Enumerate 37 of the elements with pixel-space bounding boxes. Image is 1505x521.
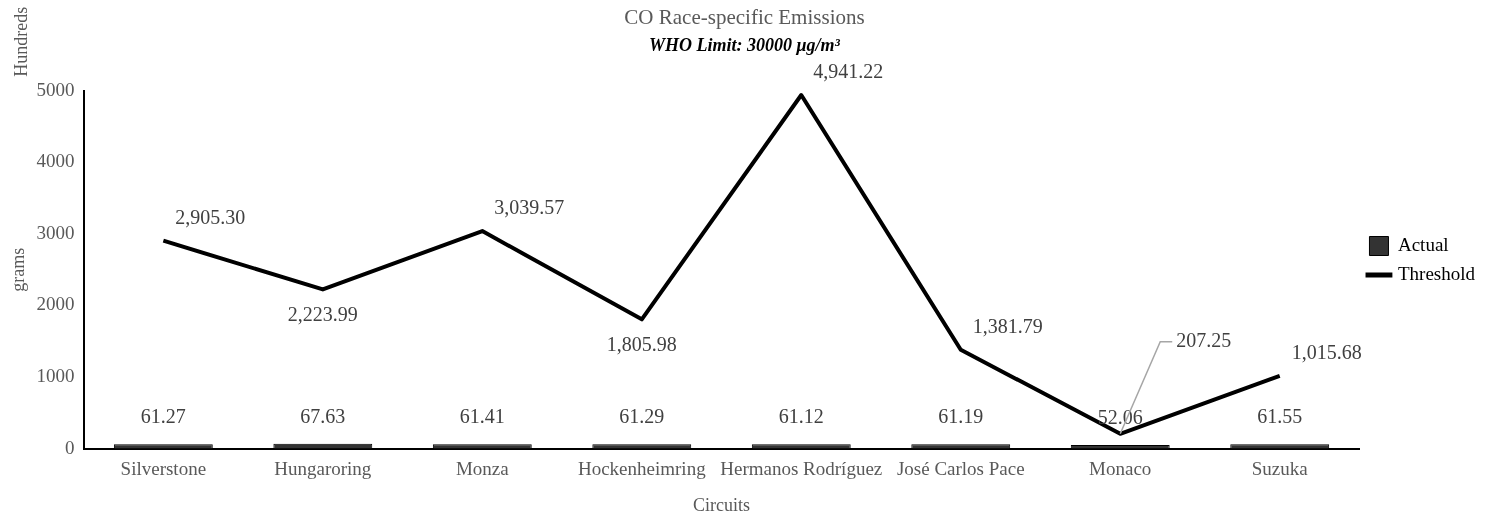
data-label: 207.25	[1176, 329, 1232, 352]
y-tick-label: 0	[65, 436, 75, 458]
y-tick-label: 1000	[36, 365, 75, 387]
x-tick-label: Monaco	[1089, 457, 1152, 479]
data-label: 61.55	[1257, 405, 1303, 428]
y-tick-label: 3000	[36, 221, 75, 243]
data-label: 61.27	[140, 405, 186, 428]
y-axis-title: grams	[7, 247, 28, 292]
data-label: 2,223.99	[287, 302, 358, 325]
x-tick-label: Hockenheimring	[577, 457, 707, 479]
legend-label: Actual	[1397, 233, 1449, 255]
x-tick-label: Hermanos Rodríguez	[720, 457, 883, 479]
text: Hundreds	[10, 6, 31, 77]
data-label: 1,381.79	[972, 314, 1043, 337]
data-label: 67.63	[300, 405, 346, 428]
data-label: 61.41	[459, 405, 505, 428]
data-label: 1,015.68	[1291, 341, 1362, 364]
y-tick-label: 2000	[36, 293, 75, 315]
x-tick-label: José Carlos Pace	[896, 457, 1025, 479]
data-label: 52.06	[1097, 406, 1143, 429]
data-label: 61.19	[938, 405, 984, 428]
data-label: 1,805.98	[606, 332, 677, 355]
data-label: 61.12	[778, 405, 824, 428]
x-axis-title: Circuits	[693, 494, 751, 515]
chart-subtitle: WHO Limit: 30000 μg/m³	[649, 34, 841, 55]
y-tick-label: 4000	[36, 150, 75, 172]
data-label: 3,039.57	[494, 196, 565, 219]
chart-title: CO Race-specific Emissions	[624, 5, 865, 30]
data-label: 2,905.30	[175, 205, 246, 228]
x-tick-label: Monza	[455, 457, 510, 479]
x-tick-label: Suzuka	[1251, 457, 1309, 479]
y-tick-label: 5000	[36, 78, 75, 100]
data-label: 61.29	[619, 405, 665, 428]
legend-label: Threshold	[1397, 262, 1476, 284]
x-tick-label: Hungaroring	[274, 457, 372, 479]
data-label: 4,941.22	[813, 60, 884, 83]
x-tick-label: Silverstone	[120, 457, 207, 479]
